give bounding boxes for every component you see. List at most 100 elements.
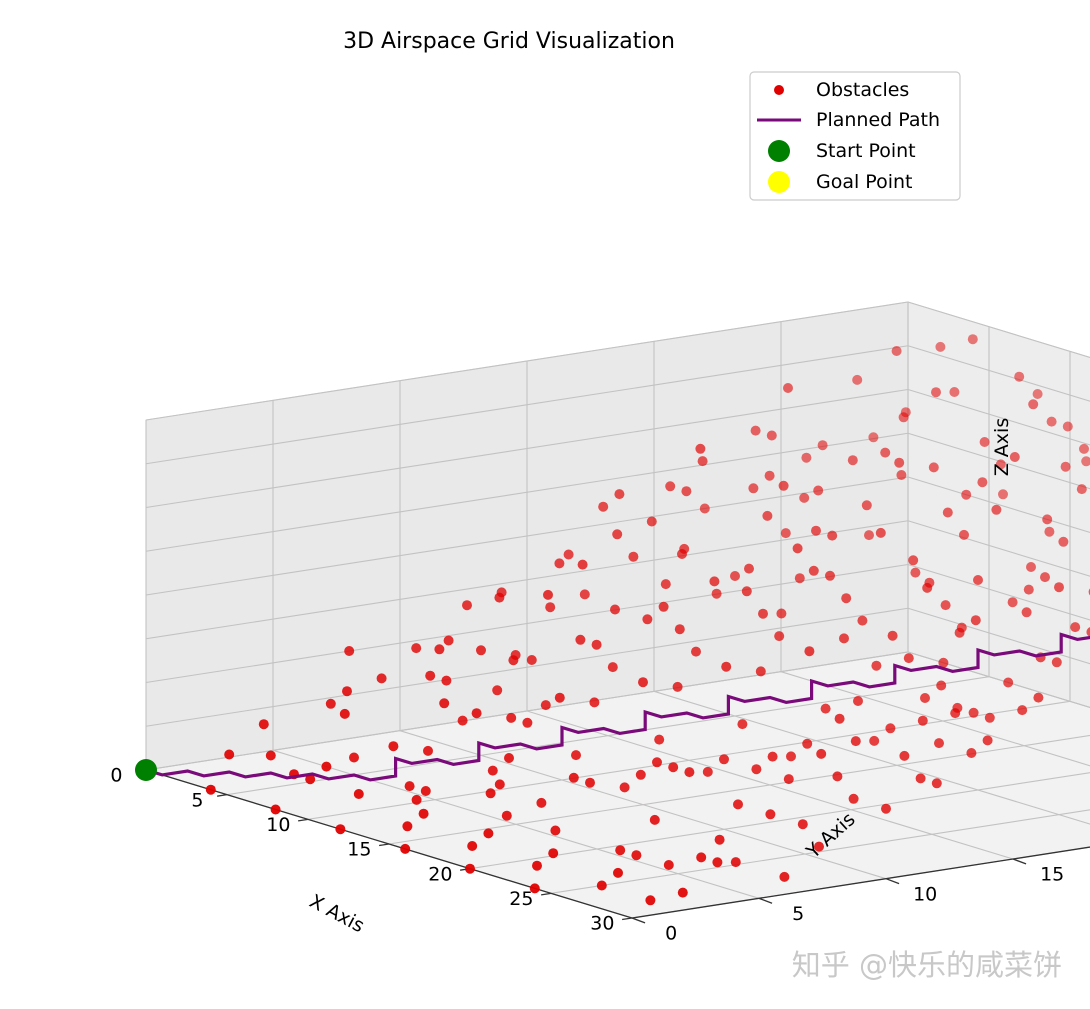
grid-z-back	[907, 476, 1090, 533]
obstacle-point	[702, 766, 713, 777]
obstacle-point	[1028, 399, 1039, 410]
obstacle-point	[841, 593, 852, 604]
obstacle-point	[817, 440, 828, 451]
obstacle-point	[797, 819, 808, 830]
obstacle-point	[591, 639, 602, 650]
obstacle-point	[467, 841, 478, 851]
obstacle-point	[677, 549, 687, 559]
planned-path-line	[145, 632, 1090, 782]
obstacle-point	[638, 677, 648, 688]
obstacle-point	[554, 558, 565, 569]
obstacle-point	[908, 555, 919, 566]
obstacle-point	[936, 680, 947, 691]
grid-z-left	[145, 607, 909, 727]
obstacle-point	[536, 797, 547, 808]
obstacles-series	[205, 334, 1090, 906]
obstacle-point	[699, 503, 710, 514]
obstacle-point	[485, 788, 496, 799]
obstacle-point	[891, 346, 902, 356]
obstacle-point	[579, 589, 590, 600]
obstacle-point	[1076, 484, 1087, 495]
obstacle-point	[776, 608, 787, 619]
obstacle-point	[1017, 705, 1028, 716]
obstacle-point	[868, 432, 879, 443]
obstacle-point	[825, 570, 835, 581]
obstacle-point	[852, 374, 863, 385]
obstacle-point	[668, 762, 679, 773]
obstacle-point	[646, 516, 657, 527]
obstacle-point	[1081, 456, 1090, 467]
obstacle-point	[425, 670, 436, 681]
obstacle-point	[765, 809, 776, 820]
obstacle-point	[224, 749, 235, 760]
obstacle-point	[658, 601, 669, 612]
legend-start-marker	[768, 140, 790, 162]
obstacle-point	[794, 573, 805, 584]
obstacle-point	[762, 510, 773, 521]
obstacle-point	[388, 741, 399, 752]
obstacle-point	[265, 750, 276, 761]
obstacle-point	[483, 828, 494, 839]
obstacle-point	[896, 470, 907, 480]
obstacle-point	[1046, 416, 1057, 427]
obstacle-point	[1026, 562, 1036, 572]
obstacle-point	[885, 723, 896, 734]
x-tick-label-mark	[217, 794, 228, 797]
obstacle-point	[1040, 572, 1050, 583]
obstacle-point	[439, 698, 450, 709]
grid-z-left	[145, 345, 909, 465]
obstacle-point	[871, 660, 882, 671]
obstacle-point	[660, 579, 671, 590]
obstacle-point	[423, 745, 433, 756]
x-tick-label: 10	[266, 814, 290, 836]
obstacle-point	[814, 841, 824, 852]
obstacle-point	[801, 452, 812, 463]
obstacle-point	[804, 646, 815, 657]
obstacle-point	[615, 845, 626, 856]
obstacle-point	[645, 895, 656, 906]
obstacle-point	[786, 751, 796, 762]
obstacle-point	[404, 781, 415, 792]
obstacle-point	[642, 614, 653, 625]
obstacle-point	[462, 600, 472, 611]
obstacle-point	[792, 543, 803, 554]
obstacle-point	[875, 527, 886, 538]
obstacle-point	[887, 630, 898, 641]
obstacle-point	[1007, 597, 1018, 608]
obstacle-point	[411, 794, 422, 805]
grid-z-left	[145, 388, 909, 509]
y-tick-label: 15	[1040, 864, 1064, 886]
obstacle-point	[321, 761, 332, 772]
obstacle-point	[802, 738, 813, 749]
obstacle-point	[714, 834, 725, 845]
obstacle-point	[857, 615, 868, 626]
obstacle-point	[758, 608, 768, 619]
grid-z-back	[907, 345, 1090, 402]
obstacle-point	[339, 708, 350, 719]
obstacle-point	[270, 804, 281, 815]
obstacle-point	[839, 633, 849, 644]
obstacle-point	[820, 703, 831, 714]
obstacle-point	[940, 600, 951, 611]
legend-goal-marker	[768, 171, 790, 193]
obstacle-point	[305, 774, 316, 785]
obstacle-point	[411, 643, 422, 654]
obstacle-point	[526, 655, 537, 665]
obstacle-point	[441, 675, 452, 686]
obstacle-point	[532, 860, 542, 871]
y-tick-label: 10	[913, 883, 937, 905]
grid-z-left	[145, 301, 909, 421]
obstacle-point	[934, 738, 944, 749]
obstacle-point	[966, 748, 977, 758]
obstacle-point	[853, 696, 863, 706]
obstacle-point	[869, 735, 880, 746]
obstacle-point	[861, 500, 872, 511]
obstacle-point	[568, 772, 579, 783]
obstacle-point	[613, 867, 623, 878]
obstacle-point	[766, 430, 777, 441]
obstacle-point	[571, 750, 581, 761]
grid-z-back	[907, 607, 1090, 665]
grid-z-back	[907, 651, 1090, 708]
obstacle-point	[598, 501, 609, 512]
obstacle-point	[418, 808, 429, 819]
